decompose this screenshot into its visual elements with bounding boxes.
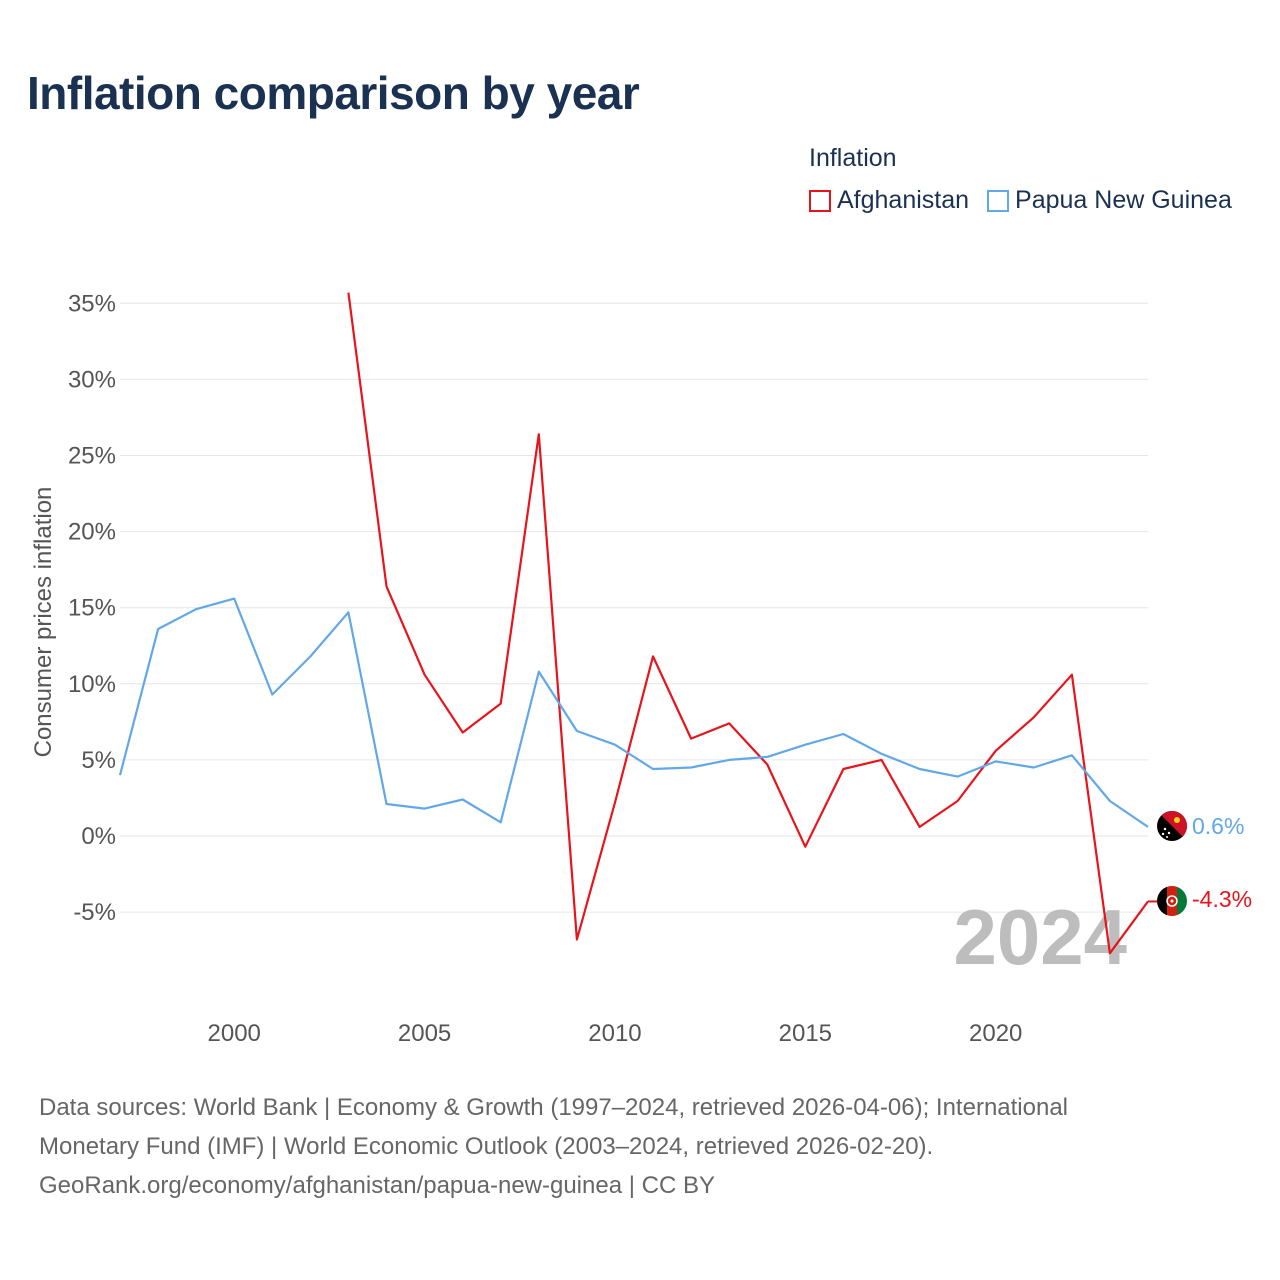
- footer-line-3[interactable]: GeoRank.org/economy/afghanistan/papua-ne…: [39, 1172, 715, 1199]
- y-tick-label: 25%: [68, 443, 116, 470]
- y-tick-label: 10%: [68, 671, 116, 698]
- x-tick-label: 2000: [208, 1020, 261, 1047]
- end-value-label-afghanistan: -4.3%: [1192, 886, 1252, 912]
- footer-sources: Data sources: World Bank | Economy & Gro…: [39, 1088, 1239, 1205]
- end-value-label-papua-new-guinea: 0.6%: [1192, 813, 1244, 839]
- y-tick-labels: 35% 30% 25% 20% 15% 10% 5% 0% -5%: [68, 290, 116, 926]
- legend-item-afghanistan[interactable]: Afghanistan: [809, 186, 969, 215]
- y-axis-label: Consumer prices inflation: [30, 487, 57, 758]
- chart-title: Inflation comparison by year: [27, 67, 640, 119]
- x-tick-label: 2020: [969, 1020, 1022, 1047]
- y-tick-label: 30%: [68, 366, 116, 393]
- grid-lines: [120, 302, 1148, 913]
- y-tick-label: 35%: [68, 290, 116, 317]
- y-tick-label: 0%: [81, 823, 116, 850]
- legend-title: Inflation: [809, 144, 897, 172]
- x-tick-label: 2010: [588, 1020, 641, 1047]
- series-line-papua-new-guinea[interactable]: [118, 597, 1149, 828]
- y-tick-label: -5%: [73, 899, 116, 926]
- legend-swatch-papua-new-guinea: [987, 189, 1010, 212]
- y-tick-label: 15%: [68, 595, 116, 622]
- footer-line-2: Monetary Fund (IMF) | World Economic Out…: [39, 1133, 934, 1160]
- series-lines: [118, 292, 1158, 955]
- legend-item-papua-new-guinea[interactable]: Papua New Guinea: [987, 186, 1232, 215]
- series-line-afghanistan[interactable]: [347, 292, 1149, 955]
- x-tick-labels: 2000 2005 2010 2015 2020: [208, 1020, 1023, 1047]
- legend-label-papua-new-guinea: Papua New Guinea: [1015, 186, 1232, 214]
- legend-swatch-afghanistan: [809, 189, 831, 212]
- x-tick-label: 2015: [779, 1020, 832, 1047]
- legend: Afghanistan Papua New Guinea: [809, 186, 1250, 215]
- y-tick-label: 5%: [81, 747, 116, 774]
- x-tick-label: 2005: [398, 1020, 451, 1047]
- afghanistan-flag-icon: [1157, 886, 1187, 916]
- legend-label-afghanistan: Afghanistan: [837, 186, 970, 214]
- papua-new-guinea-flag-icon: [1157, 811, 1187, 841]
- y-tick-label: 20%: [68, 519, 116, 546]
- year-watermark: 2024: [953, 893, 1127, 981]
- footer-line-1: Data sources: World Bank | Economy & Gro…: [39, 1094, 1069, 1121]
